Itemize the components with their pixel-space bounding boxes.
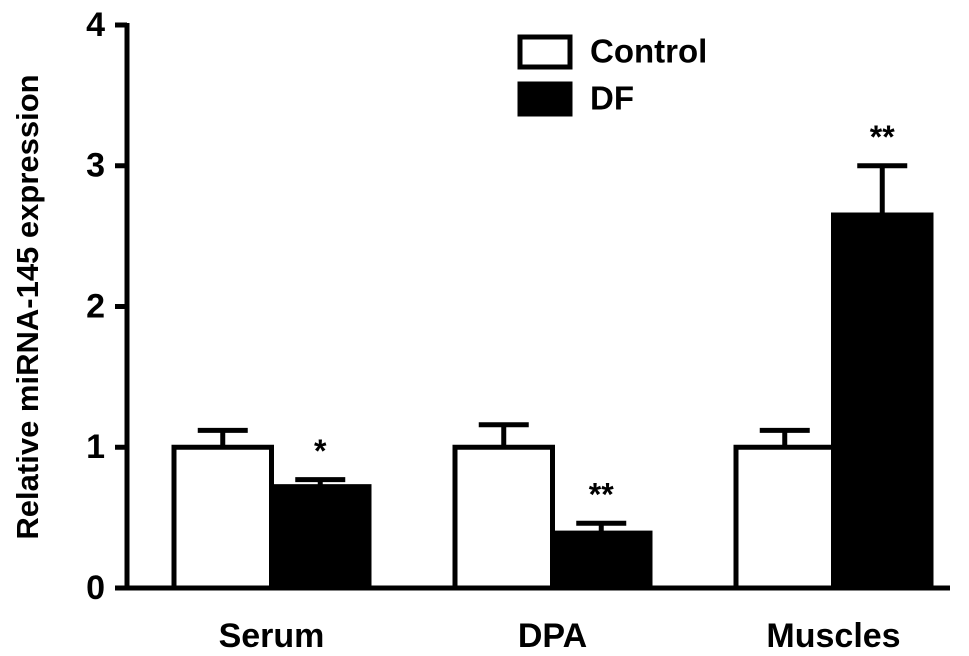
x-tick-label: DPA xyxy=(518,617,587,655)
significance-label: * xyxy=(314,433,327,469)
legend-swatch xyxy=(517,34,573,70)
y-tick-label: 0 xyxy=(86,569,105,607)
legend-label: Control xyxy=(590,33,707,70)
bar xyxy=(831,212,934,591)
bar xyxy=(269,484,372,591)
bar xyxy=(733,444,836,591)
legend-swatch xyxy=(517,81,573,117)
bar xyxy=(550,530,653,591)
significance-label: ** xyxy=(589,477,614,513)
legend-label: DF xyxy=(590,80,634,117)
x-tick-label: Muscles xyxy=(766,617,900,655)
y-tick-label: 4 xyxy=(86,6,105,44)
x-tick-label: Serum xyxy=(219,617,325,655)
y-axis-label: Relative miRNA-145 expression xyxy=(10,74,45,539)
y-tick-label: 1 xyxy=(86,428,105,466)
bar xyxy=(452,444,555,591)
significance-label: ** xyxy=(870,119,895,155)
y-tick-label: 3 xyxy=(86,147,105,185)
bar xyxy=(171,444,274,591)
y-tick-label: 2 xyxy=(86,287,105,325)
